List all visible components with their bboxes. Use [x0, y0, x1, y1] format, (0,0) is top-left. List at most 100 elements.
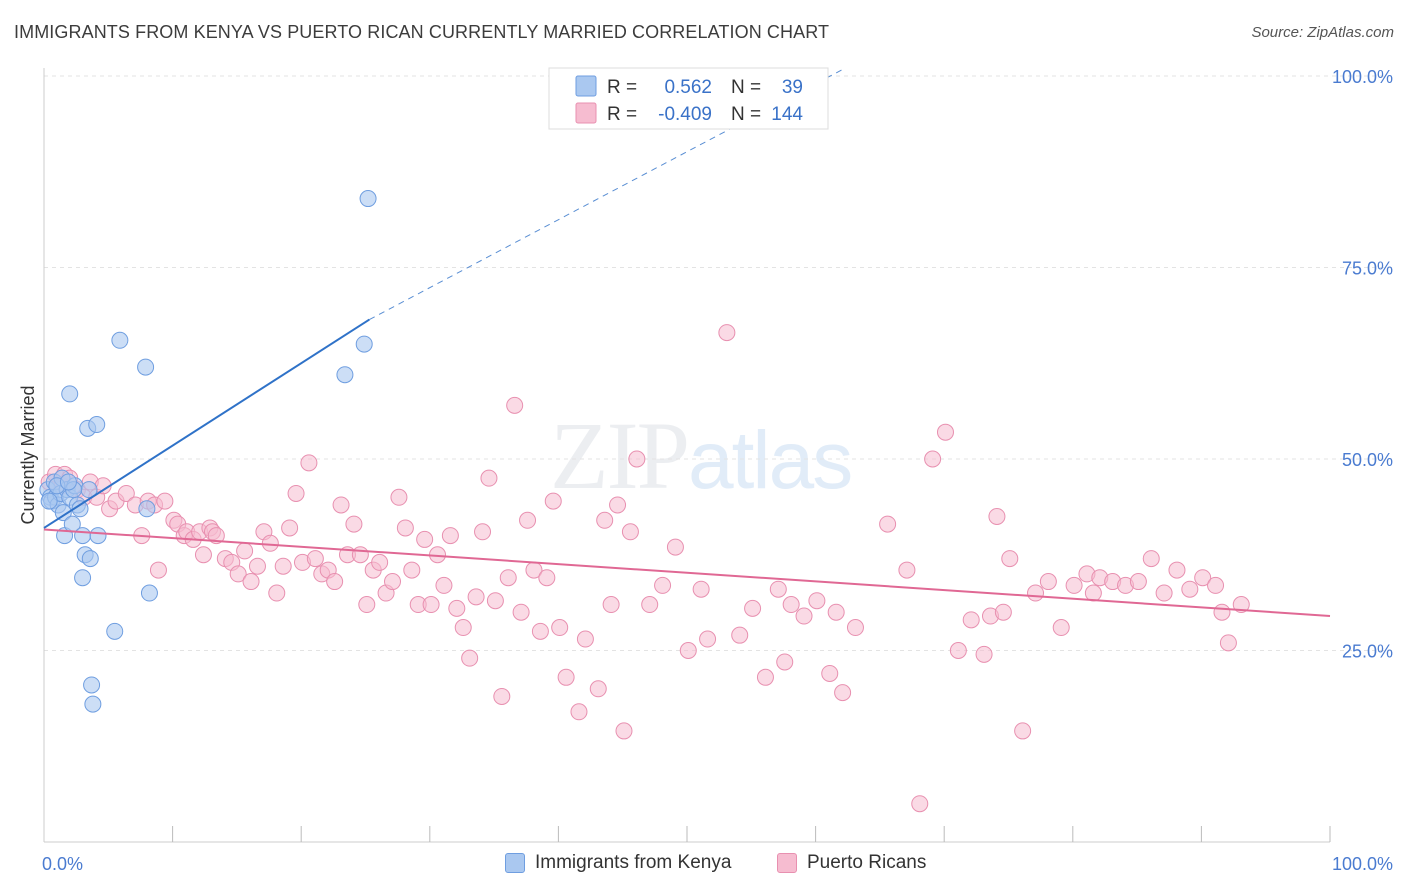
- pr-point: [351, 546, 369, 564]
- pr-point: [1142, 550, 1160, 568]
- pr-point: [384, 573, 402, 591]
- pr-point: [666, 538, 684, 556]
- legend-box: R = 0.562 N = 39 R = -0.409 N = 144: [548, 67, 829, 130]
- axes: [43, 68, 1331, 843]
- pr-point: [756, 668, 774, 686]
- pr-point: [474, 523, 492, 541]
- pr-point: [589, 680, 607, 698]
- pr-point: [936, 423, 954, 441]
- bottom-legend-pr-label: Puerto Ricans: [807, 852, 927, 873]
- pr-point: [486, 592, 504, 610]
- pr-point: [911, 795, 929, 813]
- pr-point: [448, 599, 466, 617]
- pr-point: [441, 527, 459, 545]
- kenya-point: [83, 676, 101, 694]
- kenya-trend-extension: [369, 67, 846, 321]
- pr-point: [551, 619, 569, 637]
- legend-pr-r-label: R =: [607, 104, 637, 125]
- pr-point: [332, 496, 350, 514]
- pr-point: [358, 596, 376, 614]
- pr-point: [628, 450, 646, 468]
- y-tick-label: 75.0%: [1342, 259, 1393, 279]
- tick-labels: 100.0% 75.0% 50.0% 25.0% 0.0% 100.0%: [42, 67, 1393, 874]
- x-tick-label: 100.0%: [1332, 854, 1393, 874]
- pr-point: [994, 603, 1012, 621]
- pr-point: [846, 619, 864, 637]
- kenya-point: [74, 569, 92, 587]
- pr-point: [1213, 603, 1231, 621]
- pr-point: [808, 592, 826, 610]
- pr-point: [679, 642, 697, 659]
- pr-point: [281, 519, 299, 537]
- watermark: ZIPatlas: [550, 400, 853, 511]
- pr-point: [988, 507, 1006, 525]
- kenya-point: [40, 492, 58, 510]
- kenya-point: [106, 622, 124, 640]
- pr-point: [467, 588, 485, 606]
- bottom-legend-kenya-label: Immigrants from Kenya: [535, 852, 732, 873]
- pr-point: [306, 550, 324, 568]
- pr-point: [1039, 573, 1057, 591]
- pr-point: [776, 653, 794, 671]
- pr-point: [499, 569, 517, 587]
- grid-lines: [44, 75, 1395, 651]
- pr-point: [949, 642, 967, 659]
- kenya-point: [140, 584, 158, 602]
- legend-kenya-swatch: [575, 75, 597, 97]
- pr-point: [609, 496, 627, 514]
- pr-point: [621, 523, 639, 541]
- pr-point: [493, 687, 511, 705]
- y-tick-label: 50.0%: [1342, 450, 1393, 470]
- pr-point: [156, 492, 174, 510]
- pr-point: [149, 561, 167, 579]
- kenya-point: [88, 416, 106, 434]
- pr-point: [416, 530, 434, 548]
- y-tick-label: 100.0%: [1332, 67, 1393, 87]
- kenya-point: [61, 385, 79, 403]
- pr-point: [557, 668, 575, 686]
- pr-point: [454, 619, 472, 637]
- pr-point: [390, 488, 408, 506]
- pr-point: [1084, 584, 1102, 602]
- pr-point: [248, 557, 266, 575]
- kenya-points: [39, 190, 377, 713]
- bottom-legend-kenya-swatch: [505, 853, 525, 873]
- pr-point: [396, 519, 414, 537]
- pr-point: [538, 569, 556, 587]
- pr-point: [1129, 573, 1147, 591]
- chart-title: IMMIGRANTS FROM KENYA VS PUERTO RICAN CU…: [14, 22, 830, 42]
- pr-point: [1168, 561, 1186, 579]
- pr-point: [782, 596, 800, 614]
- pr-point: [326, 573, 344, 591]
- pr-point: [435, 576, 453, 594]
- pr-point: [207, 527, 225, 545]
- pr-point: [1065, 576, 1083, 594]
- pr-point: [924, 450, 942, 468]
- pr-point: [461, 649, 479, 667]
- x-tick-label: 0.0%: [42, 854, 83, 874]
- pr-point: [1155, 584, 1173, 602]
- pr-point: [117, 484, 135, 502]
- pr-point: [287, 484, 305, 502]
- pr-point: [570, 703, 588, 721]
- kenya-point: [336, 366, 354, 384]
- kenya-point: [111, 331, 129, 349]
- pr-point: [975, 645, 993, 663]
- kenya-point: [137, 358, 155, 376]
- pr-point: [596, 511, 614, 529]
- pr-point: [641, 596, 659, 614]
- kenya-point: [71, 500, 89, 518]
- pr-point: [827, 603, 845, 621]
- kenya-point: [74, 527, 92, 545]
- pr-point: [1207, 576, 1225, 594]
- pr-point: [345, 515, 363, 533]
- bottom-legend-pr-swatch: [777, 853, 797, 873]
- pr-point: [576, 630, 594, 648]
- legend-pr-n-value: 144: [771, 104, 803, 125]
- kenya-point: [59, 473, 77, 491]
- pr-point: [795, 607, 813, 625]
- bottom-legend-pr: Puerto Ricans: [777, 852, 926, 874]
- pr-point: [898, 561, 916, 579]
- pr-point: [699, 630, 717, 648]
- kenya-point: [138, 500, 156, 518]
